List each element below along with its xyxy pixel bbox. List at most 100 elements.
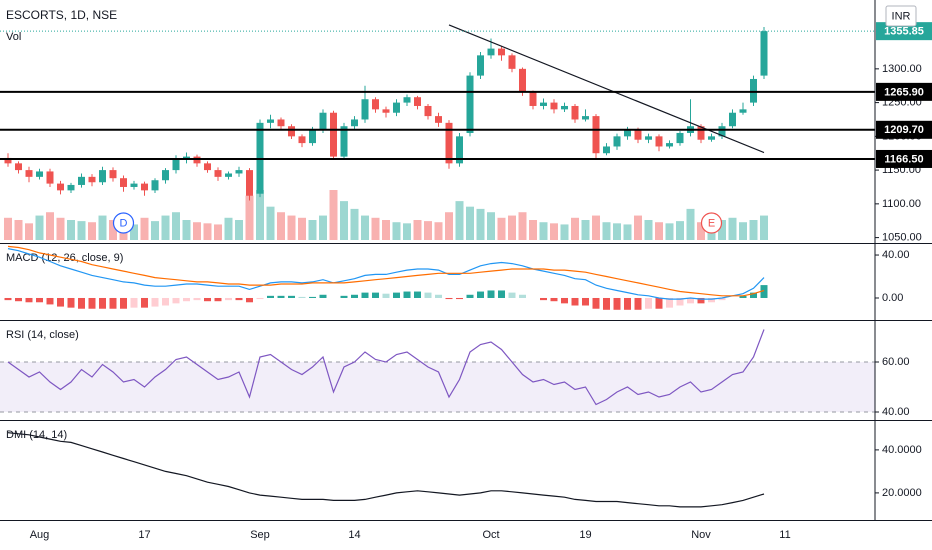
histogram-bar: [508, 292, 516, 298]
candle-body: [582, 116, 589, 120]
y-tick-label: 40.00: [882, 406, 910, 418]
event-marker: [700, 212, 723, 234]
volume-bar: [665, 223, 674, 240]
volume-bar: [539, 222, 548, 240]
volume-bar: [340, 201, 348, 240]
histogram-bar: [645, 297, 652, 309]
candle-body: [36, 171, 43, 177]
histogram-bar: [277, 295, 285, 298]
volume-bar: [602, 222, 611, 240]
volume-bar: [434, 222, 443, 240]
histogram-bar: [267, 295, 274, 298]
x-tick-label: 17: [138, 529, 150, 541]
candle-body: [508, 55, 516, 69]
volume-bar: [739, 222, 747, 240]
candle-body: [571, 105, 579, 120]
volume-bar: [571, 217, 579, 240]
candle-body: [309, 129, 316, 144]
pane-title: RSI (14, close): [6, 329, 79, 341]
volume-bar: [644, 220, 653, 240]
volume-bar: [487, 212, 495, 240]
histogram-bar: [256, 297, 264, 300]
volume-bar: [130, 224, 138, 240]
volume-bar: [466, 206, 474, 240]
histogram-bar: [477, 291, 484, 298]
histogram-bar: [424, 292, 432, 298]
volume-bar: [4, 217, 12, 240]
pane-title: DMI (14, 14): [6, 429, 67, 441]
candle-body: [57, 183, 64, 191]
y-tick-label: 40.0000: [882, 444, 922, 456]
candle-body: [487, 48, 495, 56]
candle-body: [655, 136, 663, 147]
histogram-bar: [172, 297, 180, 304]
event-label: D: [120, 217, 128, 229]
level-label: 1209.70: [884, 124, 924, 136]
histogram-bar: [120, 297, 127, 309]
histogram-bar: [15, 297, 22, 302]
x-tick-label: Aug: [30, 529, 50, 541]
histogram-bar: [214, 297, 222, 302]
volume-bar: [319, 215, 327, 240]
histogram-bar: [4, 297, 12, 301]
volume-bar: [508, 215, 516, 240]
macd-line: [7, 248, 765, 300]
volume-bar: [214, 224, 222, 240]
candle-body: [46, 171, 54, 184]
candle-body: [393, 102, 400, 113]
candle-body: [708, 136, 715, 140]
histogram-bar: [204, 297, 211, 302]
histogram-bar: [78, 297, 85, 309]
volume-bar: [151, 221, 159, 240]
volume-bar: [109, 220, 117, 240]
histogram-bar: [193, 297, 201, 301]
volume-bar: [403, 223, 411, 240]
histogram-bar: [151, 297, 159, 307]
histogram-bar: [750, 292, 757, 298]
candle-body: [645, 136, 652, 140]
histogram-bar: [456, 297, 463, 300]
histogram-bar: [697, 297, 705, 304]
volume-bar: [592, 215, 600, 240]
histogram-bar: [603, 297, 610, 310]
volume-bar: [77, 221, 86, 240]
candle-body: [760, 31, 768, 76]
candle-body: [214, 170, 222, 177]
x-tick-label: 14: [348, 529, 360, 541]
indicator-line: [7, 329, 765, 406]
volume-label: Vol: [6, 31, 21, 43]
candle-body: [288, 126, 295, 137]
volume-bar: [497, 217, 506, 240]
candle-body: [246, 170, 253, 196]
x-tick-label: Nov: [691, 529, 711, 541]
y-tick-label: 0.00: [882, 292, 903, 304]
histogram-bar: [624, 297, 631, 310]
candle-body: [204, 163, 211, 171]
candle-body: [109, 170, 117, 179]
candle-body: [592, 116, 600, 154]
level-label: 1265.90: [884, 86, 924, 98]
y-tick-label: 60.00: [882, 356, 910, 368]
histogram-bar: [351, 294, 358, 298]
y-tick-label: 1050.00: [882, 232, 922, 244]
candle-body: [519, 68, 526, 93]
currency-box[interactable]: [885, 5, 917, 27]
volume-bar: [518, 212, 527, 240]
histogram-bar: [25, 297, 33, 303]
volume-bar: [277, 212, 285, 240]
histogram-bar: [498, 290, 505, 298]
candle-body: [729, 112, 736, 127]
histogram-bar: [99, 297, 106, 309]
volume-bar: [161, 215, 170, 240]
histogram-bar: [466, 294, 474, 298]
histogram-bar: [67, 297, 75, 308]
volume-bar: [382, 220, 390, 240]
volume-bar: [287, 215, 296, 240]
volume-bar: [193, 222, 201, 240]
histogram-bar: [414, 291, 421, 298]
volume-bar: [581, 220, 590, 240]
histogram-bar: [708, 297, 715, 303]
volume-bar: [98, 215, 107, 240]
rsi-band: [0, 362, 875, 412]
